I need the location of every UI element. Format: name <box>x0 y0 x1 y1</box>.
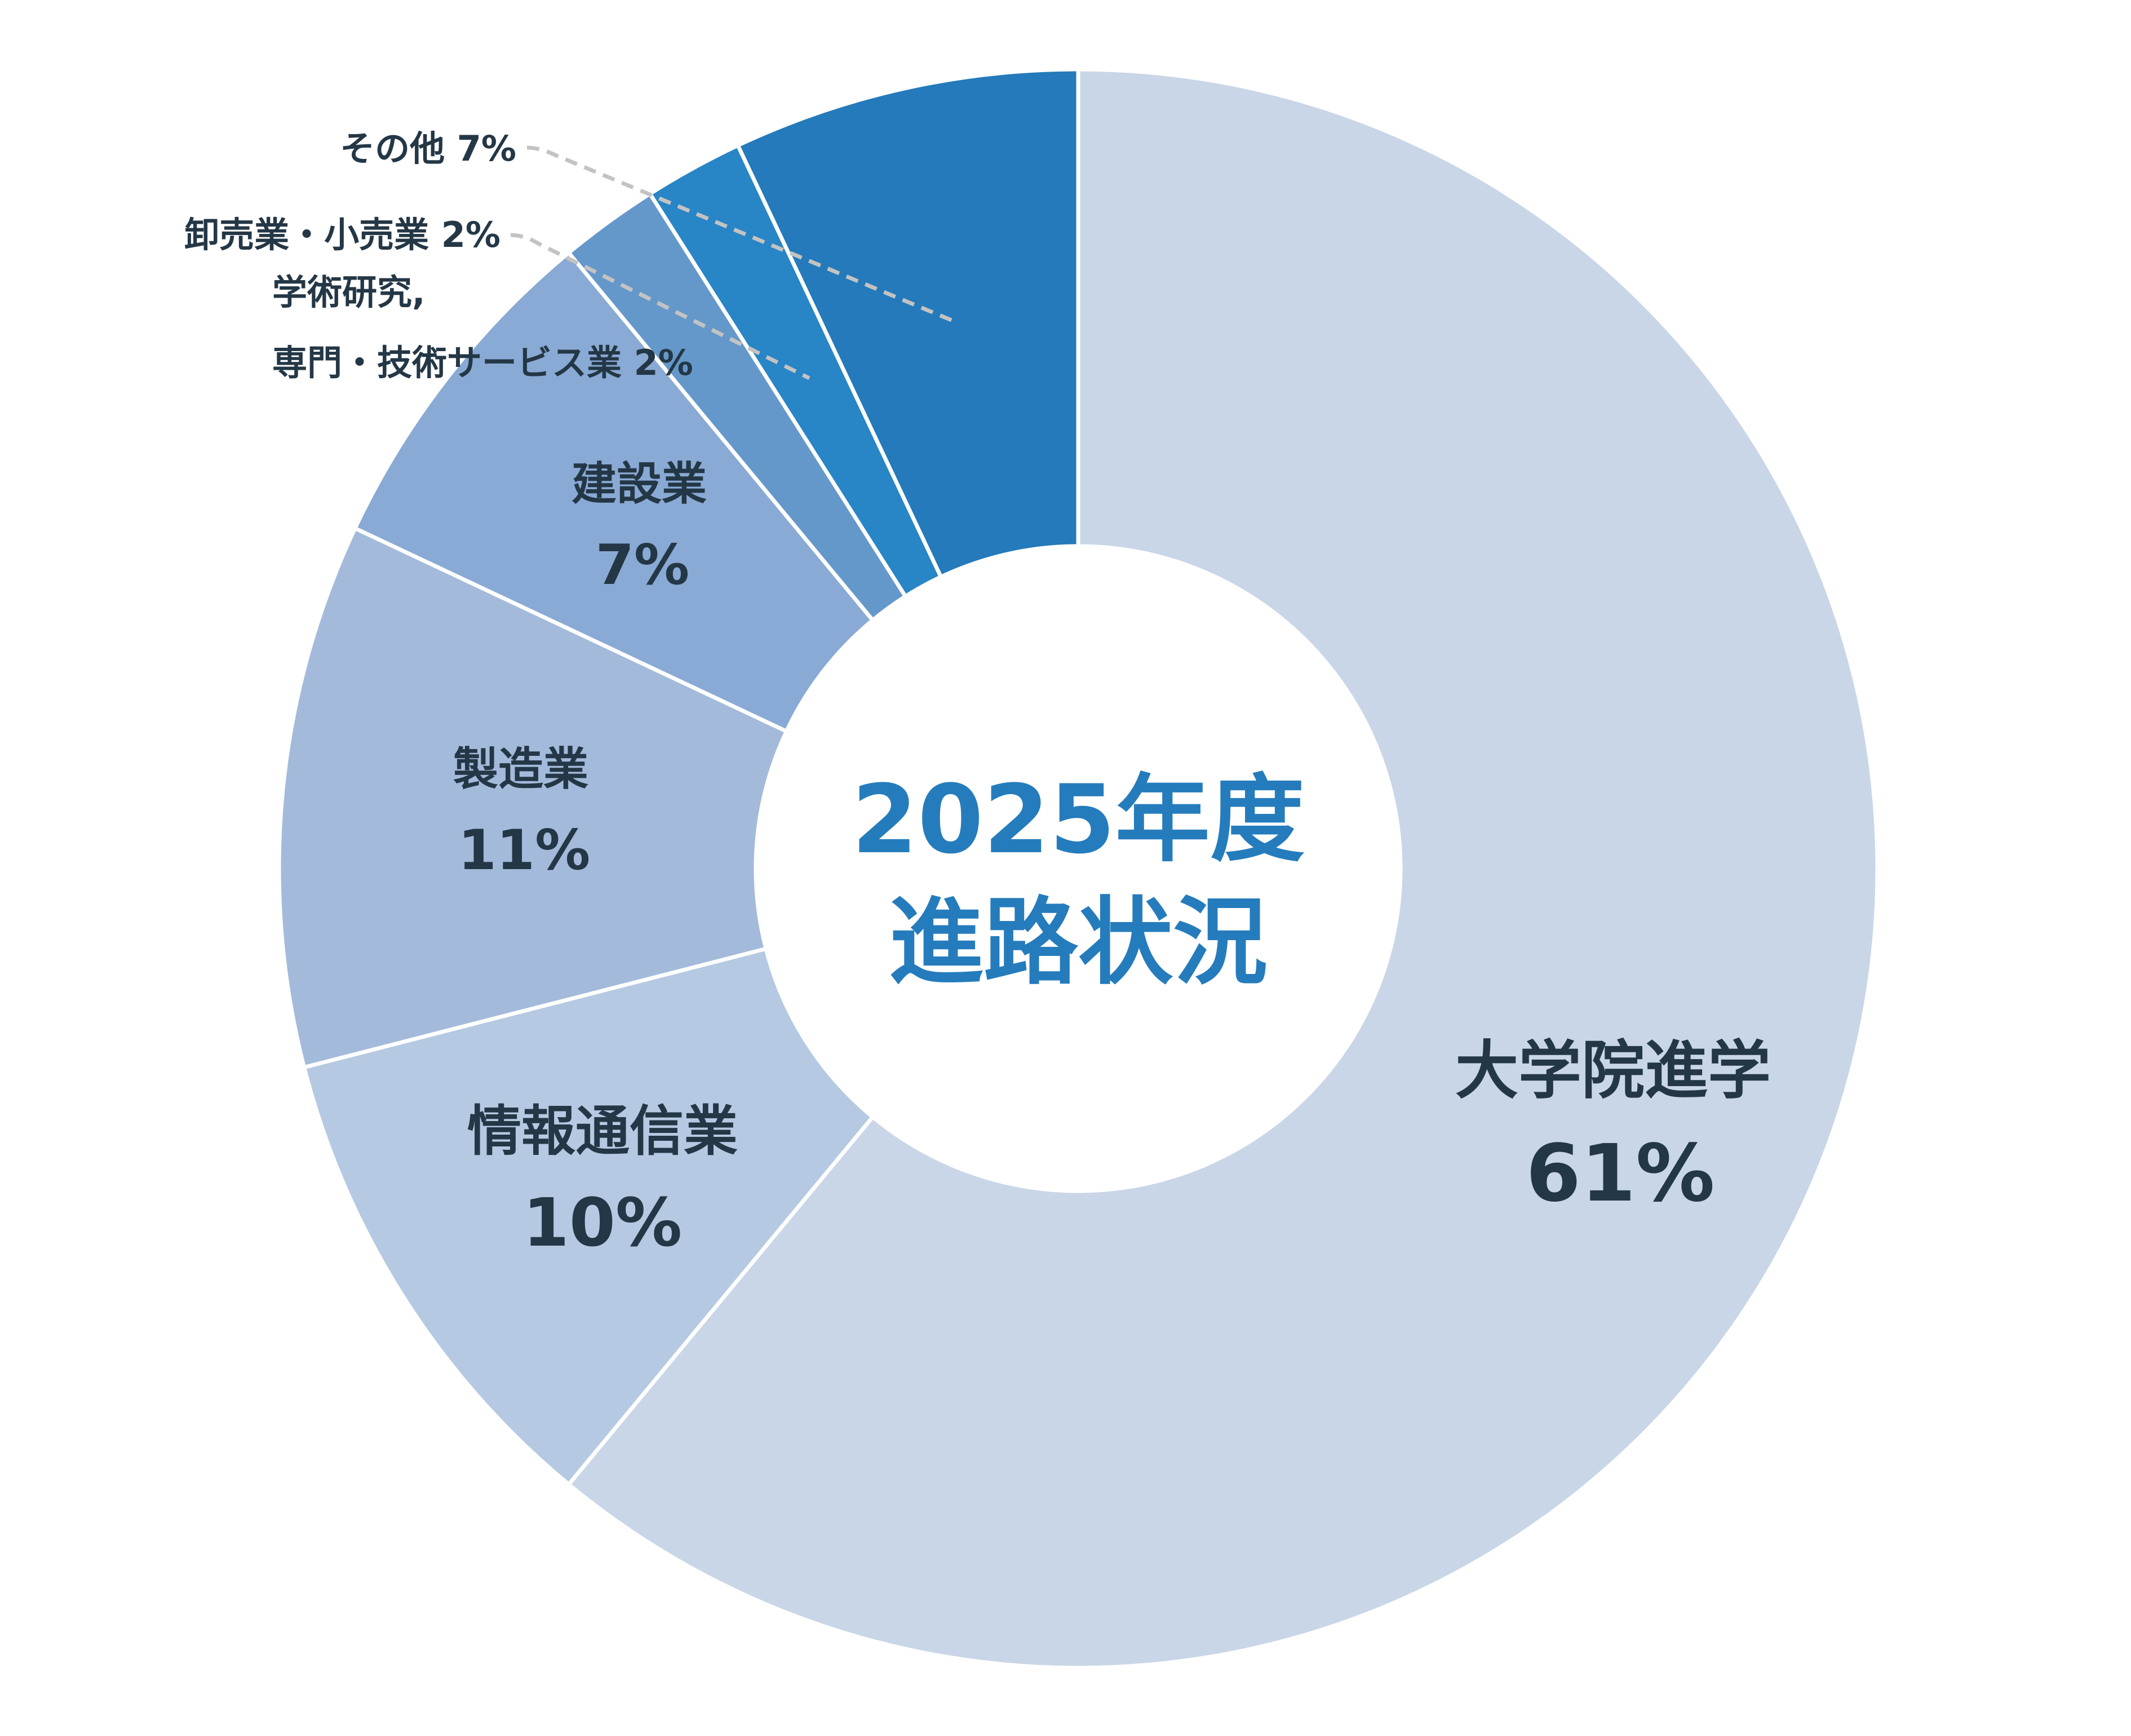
label-other: その他 7% <box>340 128 516 169</box>
center-title-line2: 進路状況 <box>889 887 1268 998</box>
donut-slice <box>736 67 1080 579</box>
donut-slices <box>277 67 1880 1670</box>
center-title-line1: 2025年度 <box>852 764 1305 875</box>
label-construction-value: 7% <box>596 533 689 597</box>
label-graduate-name: 大学院進学 <box>1455 1034 1771 1108</box>
label-academic-line2: 専門・技術サービス業 2% <box>272 342 693 383</box>
donut-slice <box>566 67 1880 1670</box>
label-manufacturing-value: 11% <box>458 818 591 883</box>
label-retail: 卸売業・小売業 2% <box>184 214 500 255</box>
donut-slice <box>277 526 788 1070</box>
label-ict-name: 情報通信業 <box>467 1100 738 1163</box>
leader-line-retail <box>510 233 810 380</box>
label-ict-value: 10% <box>523 1184 682 1261</box>
label-academic-line1: 学術研究, <box>272 272 426 313</box>
donut-slice <box>353 250 875 733</box>
donut-slice <box>302 946 875 1487</box>
label-construction-name: 建設業 <box>571 458 707 510</box>
leader-line-other <box>526 145 955 324</box>
label-manufacturing-name: 製造業 <box>453 743 588 795</box>
label-graduate-value: 61% <box>1526 1128 1714 1220</box>
